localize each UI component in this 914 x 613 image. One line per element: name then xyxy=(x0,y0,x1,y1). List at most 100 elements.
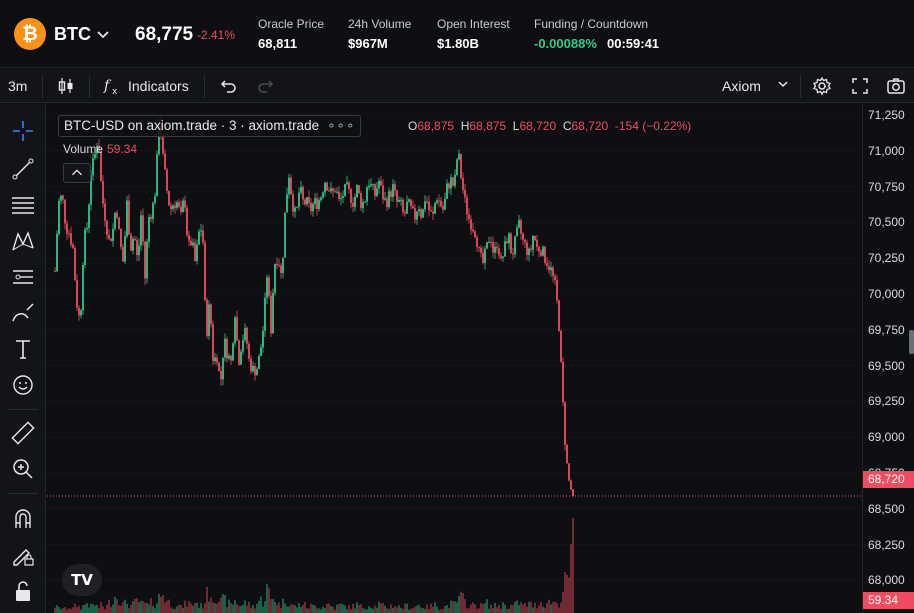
candle xyxy=(528,248,530,255)
camera-icon[interactable] xyxy=(886,76,906,96)
candle xyxy=(236,317,238,341)
collapse-legend-button[interactable] xyxy=(63,163,91,183)
candle xyxy=(310,202,312,212)
price-chart[interactable] xyxy=(47,104,862,613)
axis-scroll-handle[interactable] xyxy=(909,330,914,354)
candle xyxy=(472,229,474,232)
volume-bar xyxy=(154,608,156,613)
text-icon[interactable] xyxy=(10,336,36,362)
candle xyxy=(402,199,404,213)
candle xyxy=(92,157,94,176)
tradingview-logo[interactable]: TV xyxy=(62,564,102,596)
volume-bar xyxy=(572,518,574,613)
forecast-icon[interactable] xyxy=(10,264,36,290)
volume-bar xyxy=(504,604,506,613)
volume-bar xyxy=(258,600,260,613)
volume-bar xyxy=(72,607,74,613)
low-value: 68,720 xyxy=(519,119,557,133)
redo-icon[interactable] xyxy=(256,76,276,96)
candle xyxy=(534,235,536,241)
volume-bar xyxy=(80,609,82,613)
candle xyxy=(508,233,510,244)
candle xyxy=(302,187,304,200)
candle xyxy=(84,229,86,266)
volume-bar xyxy=(358,604,360,613)
volume-bar xyxy=(348,604,350,613)
layout-selector[interactable]: Axiom xyxy=(722,78,761,94)
volume-bar xyxy=(444,606,446,613)
volume-bar xyxy=(336,604,338,613)
candle xyxy=(420,209,422,218)
volume-bar xyxy=(148,604,150,613)
chevron-down-icon[interactable] xyxy=(776,77,790,91)
indicators-button[interactable]: Indicators xyxy=(128,78,189,94)
candle xyxy=(374,184,376,196)
volume-bar xyxy=(518,604,520,613)
toolbar-divider xyxy=(89,76,90,98)
candle xyxy=(58,200,60,234)
volume-bar xyxy=(450,600,452,613)
change-percent: -2.41% xyxy=(197,28,236,42)
candle xyxy=(514,236,516,255)
volume-bar xyxy=(416,605,418,613)
fib-icon[interactable] xyxy=(10,192,36,218)
chart-legend-title[interactable]: BTC-USD on axiom.trade · 3 · axiom.trade… xyxy=(58,115,362,137)
chevron-down-icon[interactable] xyxy=(96,27,110,41)
more-icon[interactable]: ∘∘∘ xyxy=(327,118,356,133)
candle xyxy=(332,188,334,192)
candles-icon[interactable] xyxy=(56,76,76,96)
pattern-icon[interactable] xyxy=(10,228,36,254)
candle xyxy=(224,338,226,358)
volume-bar xyxy=(350,609,352,613)
volume-bar xyxy=(182,608,184,613)
price-axis[interactable] xyxy=(862,104,914,613)
candle xyxy=(266,277,268,298)
candle xyxy=(184,200,186,208)
open-value: 68,875 xyxy=(417,119,455,133)
interval-selector[interactable]: 3m xyxy=(8,78,28,94)
candle xyxy=(492,242,494,253)
candle xyxy=(554,275,556,281)
ruler-icon[interactable] xyxy=(10,420,36,446)
volume-bar xyxy=(328,603,330,613)
magnet-icon[interactable] xyxy=(10,506,36,532)
volume-bar xyxy=(464,599,466,613)
candle xyxy=(350,189,352,203)
volume-bar xyxy=(332,606,334,613)
candle xyxy=(290,177,292,195)
volume-bar xyxy=(380,603,382,613)
volume-bar xyxy=(528,601,530,613)
volume-bar xyxy=(446,605,448,613)
crosshair-icon[interactable] xyxy=(10,118,36,144)
candle xyxy=(454,174,456,186)
volume-bar xyxy=(58,607,60,613)
lock-draw-icon[interactable] xyxy=(10,542,36,568)
candle xyxy=(244,327,246,341)
settings-icon[interactable] xyxy=(812,76,832,96)
volume-bar xyxy=(406,603,408,613)
fx-icon[interactable]: f x xyxy=(102,76,122,96)
candle xyxy=(490,241,492,243)
btc-logo-icon[interactable]: ₿ xyxy=(14,18,46,50)
brush-icon[interactable] xyxy=(10,300,36,326)
undo-icon[interactable] xyxy=(218,76,238,96)
volume-bar xyxy=(548,599,550,613)
candle xyxy=(404,212,406,214)
volume-24h-value: $967M xyxy=(348,36,388,51)
candle xyxy=(538,246,540,252)
candle xyxy=(274,263,276,293)
candle xyxy=(372,184,374,186)
candle xyxy=(284,212,286,258)
candle xyxy=(300,187,302,193)
candle xyxy=(56,233,58,272)
volume-bar xyxy=(480,603,482,613)
volume-bar xyxy=(96,604,98,613)
fullscreen-icon[interactable] xyxy=(850,76,870,96)
volume-bar xyxy=(202,608,204,613)
symbol-selector[interactable]: BTC xyxy=(54,24,91,44)
lock-icon[interactable] xyxy=(10,578,36,604)
zoom-in-icon[interactable] xyxy=(10,456,36,482)
trendline-icon[interactable] xyxy=(10,156,36,182)
emoji-icon[interactable] xyxy=(10,372,36,398)
volume-legend[interactable]: Volume 59.34 xyxy=(63,142,138,156)
